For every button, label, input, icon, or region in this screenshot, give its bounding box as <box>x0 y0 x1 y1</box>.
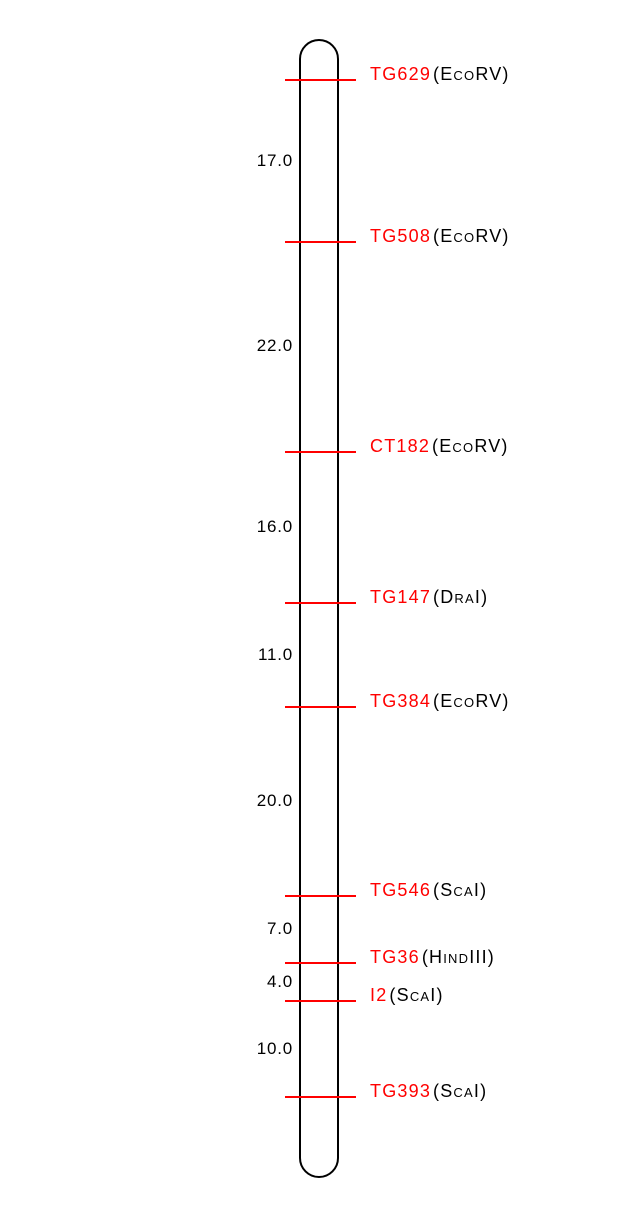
marker-enzyme: (EcoRV) <box>432 436 509 456</box>
marker-name: CT182 <box>370 436 431 456</box>
marker-label: TG384 (EcoRV) <box>370 691 510 711</box>
marker-tick-line <box>285 706 356 708</box>
marker-enzyme: (EcoRV) <box>433 64 510 84</box>
marker-enzyme: (HindIII) <box>421 947 496 967</box>
marker-enzyme: (ScaI) <box>433 880 488 900</box>
marker-label: TG393 (ScaI) <box>370 1081 487 1101</box>
marker-tick-line <box>285 241 356 243</box>
marker-enzyme: (EcoRV) <box>433 691 510 711</box>
marker-name: TG147 <box>370 587 432 607</box>
marker-label: I2 (ScaI) <box>370 985 444 1005</box>
marker-enzyme: (DraI) <box>433 587 489 607</box>
marker-name: TG36 <box>370 947 420 967</box>
marker-name: TG508 <box>370 226 432 246</box>
chromosome-outline <box>299 39 339 1178</box>
marker-tick-line <box>285 602 356 604</box>
marker-name: TG393 <box>370 1081 432 1101</box>
marker-enzyme: (ScaI) <box>433 1081 488 1101</box>
distance-label: 17.0 <box>256 151 293 170</box>
marker-tick-line <box>285 1000 356 1002</box>
marker-label: TG546 (ScaI) <box>370 880 487 900</box>
marker-label: TG508 (EcoRV) <box>370 226 510 246</box>
marker-enzyme: (ScaI) <box>389 985 444 1005</box>
distance-label: 10.0 <box>256 1039 293 1058</box>
marker-name: TG629 <box>370 64 432 84</box>
distance-label: 22.0 <box>256 336 293 355</box>
marker-tick-line <box>285 79 356 81</box>
marker-label: CT182 (EcoRV) <box>370 436 509 456</box>
marker-label: TG147 (DraI) <box>370 587 488 607</box>
marker-enzyme: (EcoRV) <box>433 226 510 246</box>
marker-name: TG384 <box>370 691 432 711</box>
marker-label: TG629 (EcoRV) <box>370 64 510 84</box>
marker-name: TG546 <box>370 880 432 900</box>
distance-label: 11.0 <box>257 645 293 664</box>
marker-name: I2 <box>370 985 388 1005</box>
marker-label: TG36 (HindIII) <box>370 947 495 967</box>
distance-label: 7.0 <box>266 919 293 938</box>
marker-tick-line <box>285 451 356 453</box>
marker-tick-line <box>285 895 356 897</box>
marker-tick-line <box>285 1096 356 1098</box>
marker-tick-line <box>285 962 356 964</box>
distance-label: 4.0 <box>266 972 293 991</box>
distance-label: 16.0 <box>256 517 293 536</box>
distance-label: 20.0 <box>256 791 293 810</box>
